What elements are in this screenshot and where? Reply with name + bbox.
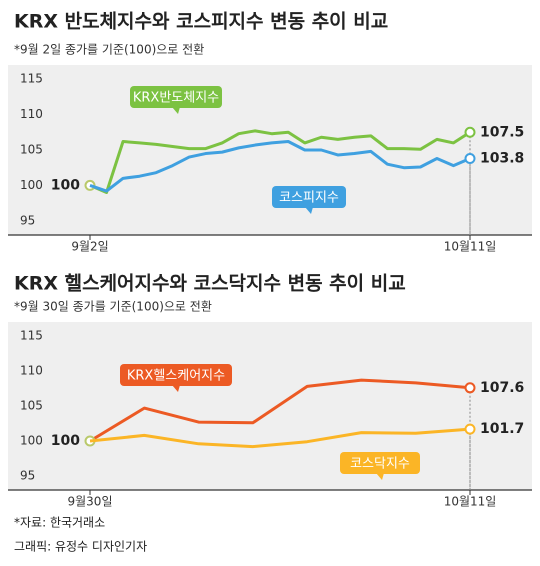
- line-series: [89, 427, 471, 449]
- legend-pointer: [172, 385, 180, 392]
- y-tick-label: 110: [20, 107, 43, 121]
- legend-label: KRX반도체지수: [133, 91, 219, 106]
- end-marker: [464, 126, 476, 138]
- x-tick-label: 10월11일: [444, 240, 497, 254]
- start-label: 100: [51, 177, 80, 193]
- chart-title: KRX 헬스케어지수와 코스닥지수 변동 추이 비교: [14, 273, 406, 295]
- end-marker: [464, 382, 476, 394]
- legend-label: 코스피지수: [279, 191, 339, 206]
- y-tick-label: 105: [20, 399, 43, 413]
- end-label: 101.7: [480, 421, 524, 437]
- end-label: 107.6: [480, 380, 524, 396]
- line-series: [89, 140, 471, 193]
- source: *자료: 한국거래소: [14, 516, 105, 530]
- legend-box: [120, 364, 232, 386]
- y-tick-label: 115: [20, 72, 43, 86]
- y-tick-label: 100: [20, 178, 43, 192]
- y-tick-label: 95: [20, 469, 35, 483]
- credit: 그래픽: 유정수 디자인기자: [14, 540, 147, 554]
- legend-label: KRX헬스케어지수: [127, 369, 225, 384]
- legend-box: [130, 86, 222, 108]
- chart-subtitle: *9월 30일 종가를 기준(100)으로 전환: [14, 300, 212, 314]
- end-label: 103.8: [480, 151, 524, 167]
- x-tick-label: 10월11일: [444, 495, 497, 509]
- legend-box: [340, 452, 420, 474]
- plot-area: [8, 65, 532, 235]
- legend-pointer: [305, 207, 313, 214]
- y-tick-label: 105: [20, 143, 43, 157]
- legend-label: 코스닥지수: [350, 457, 410, 472]
- start-label: 100: [51, 433, 80, 449]
- end-label: 107.5: [480, 124, 524, 140]
- legend-box: [272, 186, 346, 208]
- end-marker: [464, 423, 476, 435]
- line-series: [89, 378, 471, 443]
- y-tick-label: 95: [20, 213, 35, 227]
- chart-subtitle: *9월 2일 종가를 기준(100)으로 전환: [14, 43, 204, 57]
- x-tick-label: 9월2일: [71, 240, 108, 254]
- y-tick-label: 115: [20, 329, 43, 343]
- legend-pointer: [172, 107, 180, 114]
- line-series: [89, 129, 471, 194]
- end-marker: [464, 153, 476, 164]
- plot-area: [8, 322, 532, 490]
- chart-title: KRX 반도체지수와 코스피지수 변동 추이 비교: [14, 11, 388, 33]
- y-tick-label: 110: [20, 364, 43, 378]
- x-tick-label: 9월30일: [68, 495, 113, 509]
- y-tick-label: 100: [20, 434, 43, 448]
- legend-pointer: [376, 473, 384, 480]
